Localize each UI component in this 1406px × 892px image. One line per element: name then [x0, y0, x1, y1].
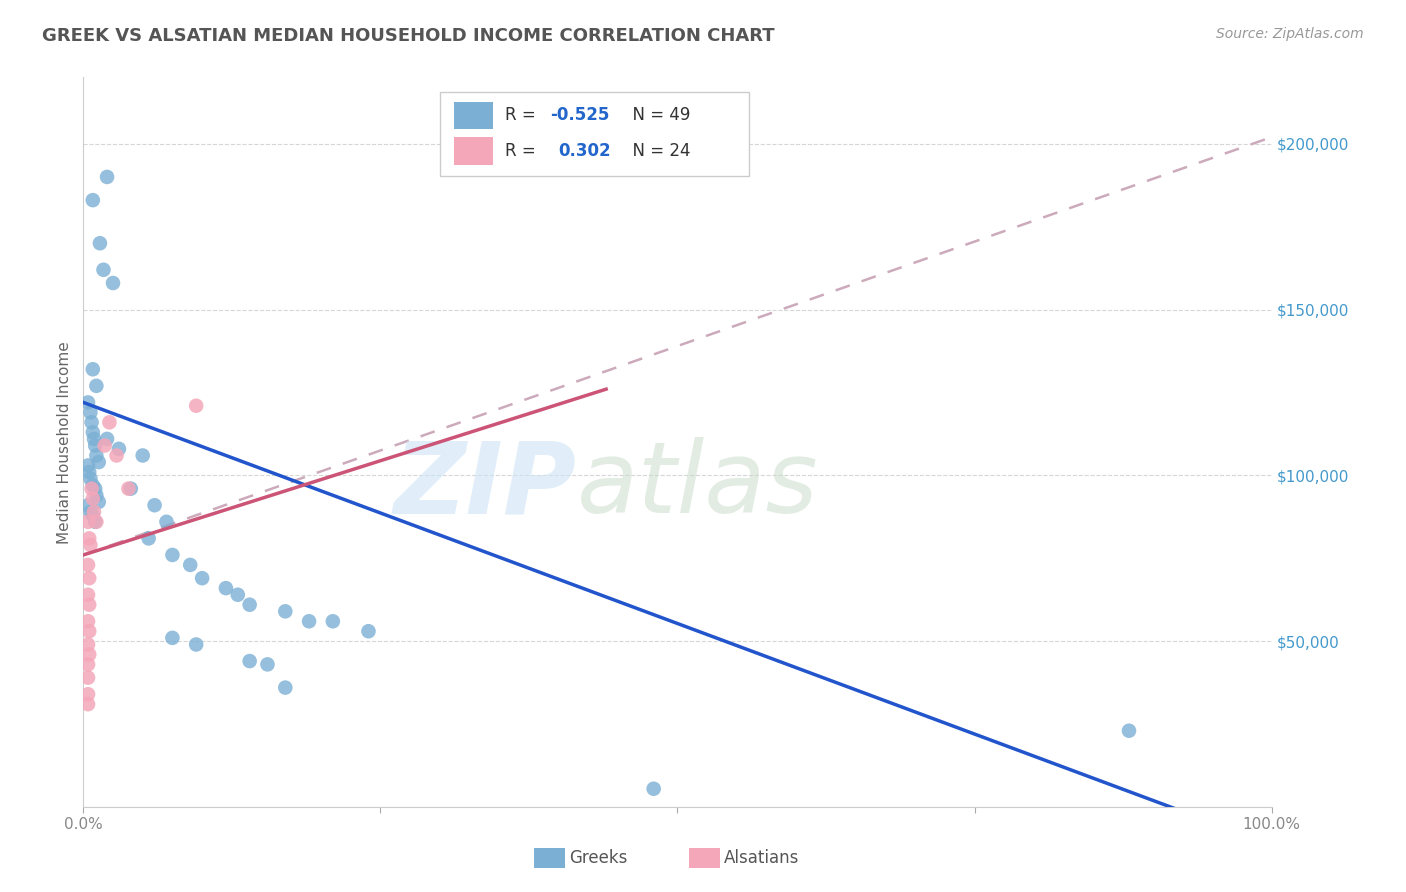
Point [239, 598, 262, 612]
Point [77, 671, 100, 685]
Point [101, 276, 124, 290]
Point [120, 482, 142, 496]
Point [86, 379, 108, 393]
Point [77, 465, 100, 479]
Point [643, 781, 665, 796]
Point [96, 432, 118, 446]
FancyBboxPatch shape [440, 92, 749, 176]
Point [186, 399, 208, 413]
Point [82, 193, 104, 207]
Point [191, 571, 214, 585]
Point [77, 648, 100, 662]
Point [226, 588, 249, 602]
Text: GREEK VS ALSATIAN MEDIAN HOUSEHOLD INCOME CORRELATION CHART: GREEK VS ALSATIAN MEDIAN HOUSEHOLD INCOM… [42, 27, 775, 45]
Point [162, 548, 184, 562]
Point [82, 425, 104, 440]
Point [117, 482, 139, 496]
Point [1118, 723, 1140, 738]
Point [215, 581, 238, 595]
Point [79, 538, 101, 552]
Point [105, 449, 128, 463]
Text: 0.302: 0.302 [558, 142, 612, 161]
Point [87, 455, 110, 469]
Point [83, 432, 105, 446]
Point [131, 449, 153, 463]
Point [84, 438, 107, 452]
Point [143, 498, 166, 512]
Text: -0.525: -0.525 [550, 106, 610, 124]
Point [98, 415, 121, 429]
Point [77, 588, 100, 602]
Point [186, 638, 208, 652]
Text: Alsatians: Alsatians [724, 849, 800, 867]
Point [298, 615, 321, 629]
Point [274, 604, 297, 618]
Point [93, 438, 115, 452]
Point [86, 449, 108, 463]
Text: Greeks: Greeks [569, 849, 628, 867]
Text: atlas: atlas [576, 437, 818, 534]
Y-axis label: Median Household Income: Median Household Income [58, 341, 72, 543]
Point [86, 515, 108, 529]
Point [96, 169, 118, 184]
Point [77, 624, 100, 639]
Point [256, 657, 278, 672]
Text: N = 24: N = 24 [621, 142, 690, 161]
Point [82, 491, 104, 506]
Point [77, 571, 100, 585]
Point [89, 236, 111, 251]
Point [77, 498, 100, 512]
Point [77, 638, 100, 652]
Point [77, 697, 100, 711]
Point [82, 478, 104, 492]
Text: R =: R = [505, 106, 541, 124]
Point [77, 532, 100, 546]
Point [322, 615, 344, 629]
Point [84, 515, 107, 529]
Point [162, 631, 184, 645]
Point [77, 395, 100, 409]
Point [84, 482, 107, 496]
Point [79, 505, 101, 519]
Text: N = 49: N = 49 [621, 106, 690, 124]
Point [77, 657, 100, 672]
Point [179, 558, 201, 572]
Point [77, 615, 100, 629]
Point [77, 558, 100, 572]
Point [138, 532, 160, 546]
Point [82, 508, 104, 523]
Point [87, 495, 110, 509]
Point [79, 472, 101, 486]
Text: ZIP: ZIP [394, 437, 576, 534]
Point [80, 415, 103, 429]
Point [80, 482, 103, 496]
Point [239, 654, 262, 668]
Point [274, 681, 297, 695]
Point [93, 262, 115, 277]
Text: R =: R = [505, 142, 541, 161]
Bar [454, 137, 494, 165]
Point [77, 598, 100, 612]
Point [86, 488, 108, 502]
Point [357, 624, 380, 639]
Point [108, 442, 131, 456]
Point [77, 515, 100, 529]
Point [79, 405, 101, 419]
Point [83, 505, 105, 519]
Text: Source: ZipAtlas.com: Source: ZipAtlas.com [1216, 27, 1364, 41]
Point [77, 687, 100, 701]
Point [77, 458, 100, 473]
Bar [454, 102, 494, 129]
Point [155, 515, 177, 529]
Point [82, 362, 104, 376]
